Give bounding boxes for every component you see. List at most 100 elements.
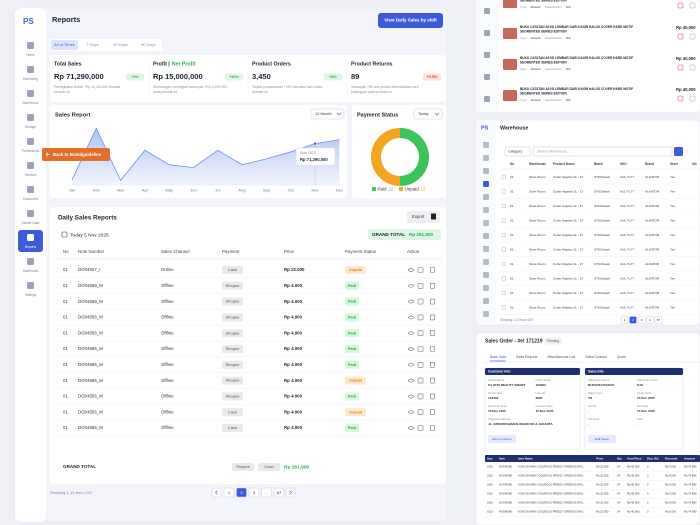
tab[interactable]: All of Times [54, 42, 75, 47]
delete-icon[interactable] [430, 346, 435, 352]
month-dropdown[interactable] [310, 108, 345, 120]
page-button[interactable] [654, 316, 663, 324]
nav-item[interactable]: Dashboard [23, 269, 39, 273]
delete-icon[interactable] [430, 314, 435, 321]
nav-item[interactable]: Home [26, 53, 35, 57]
filter-label[interactable]: Category [508, 150, 522, 154]
edit-button[interactable] [588, 435, 616, 443]
edit-icon[interactable] [417, 361, 424, 368]
tab[interactable]: 30 Days [113, 42, 128, 47]
row-checkbox[interactable] [501, 276, 506, 281]
view-icon[interactable] [407, 378, 415, 383]
back-button[interactable] [42, 148, 110, 161]
tab[interactable]: Basic Data [490, 355, 506, 359]
page-label[interactable]: 67 [657, 318, 661, 322]
edit-button-label[interactable]: Edit Customer [492, 437, 512, 441]
export-label[interactable]: Export [412, 214, 425, 219]
page-label[interactable]: 2 [240, 490, 243, 495]
remove-button[interactable] [677, 95, 684, 102]
page-label[interactable]: 2 [632, 318, 634, 322]
view-icon[interactable] [407, 315, 415, 320]
shift-button-label[interactable]: View Daily Sales by shift [384, 18, 437, 23]
tab[interactable]: 90 Days [141, 42, 156, 47]
nav-item[interactable]: Storage [25, 125, 36, 129]
delete-icon[interactable] [430, 330, 435, 336]
edit-icon[interactable] [417, 330, 424, 337]
prev-button[interactable] [211, 487, 222, 498]
edit-icon[interactable] [417, 409, 424, 416]
page-label[interactable]: 67 [277, 490, 282, 495]
shift-button[interactable] [378, 13, 443, 28]
add-button[interactable] [689, 33, 696, 40]
tab[interactable]: 7 Days [86, 42, 98, 47]
delete-icon[interactable] [430, 425, 435, 431]
tab[interactable]: Sales Contract [585, 355, 607, 359]
page-label[interactable]: ... [265, 490, 268, 495]
page-button[interactable] [223, 487, 235, 498]
page-button[interactable] [646, 316, 654, 324]
nav-item[interactable]: Vendors [25, 173, 37, 177]
view-icon[interactable] [407, 426, 415, 430]
page-button[interactable] [236, 487, 247, 498]
delete-icon[interactable] [430, 267, 435, 273]
back-button-label[interactable]: Back to Brandguideline [53, 152, 102, 157]
nav-item[interactable]: Settings [25, 293, 37, 297]
next-button[interactable] [285, 487, 296, 498]
page-button[interactable] [248, 487, 260, 498]
add-button[interactable] [689, 2, 696, 9]
delete-icon[interactable] [430, 362, 435, 368]
nav-item[interactable]: Master Data [22, 221, 40, 225]
add-button[interactable] [689, 95, 696, 102]
page-label[interactable]: 3 [253, 490, 256, 495]
page-label[interactable]: 3 [641, 318, 643, 322]
search-box[interactable] [532, 146, 673, 157]
page-button[interactable] [261, 487, 272, 498]
view-icon[interactable] [407, 331, 415, 335]
edit-icon[interactable] [417, 298, 424, 305]
edit-icon[interactable] [417, 393, 424, 400]
edit-button-label[interactable]: Edit Sales [595, 437, 609, 441]
nav-item[interactable]: Monitoring [23, 77, 38, 81]
row-checkbox[interactable] [501, 203, 506, 208]
row-checkbox[interactable] [501, 174, 506, 179]
delete-icon[interactable] [430, 283, 435, 289]
view-icon[interactable] [407, 394, 415, 399]
page-button[interactable] [620, 316, 629, 324]
edit-icon[interactable] [417, 282, 424, 289]
view-icon[interactable] [407, 284, 415, 288]
search-button[interactable] [674, 147, 683, 156]
edit-icon[interactable] [417, 377, 424, 384]
dropdown-label[interactable]: 12 Month [315, 111, 332, 116]
page-button[interactable] [273, 487, 285, 498]
view-icon[interactable] [407, 347, 415, 351]
tab[interactable]: Sales Request [516, 355, 538, 359]
row-checkbox[interactable] [501, 247, 506, 252]
nav-item[interactable]: Reports [25, 245, 37, 249]
page-button[interactable] [629, 316, 637, 324]
page-label[interactable]: 1 [228, 490, 231, 495]
remove-button[interactable] [677, 64, 684, 71]
view-icon[interactable] [407, 299, 415, 304]
edit-icon[interactable] [417, 267, 424, 273]
page-label[interactable]: 1 [624, 318, 626, 322]
edit-icon[interactable] [417, 314, 424, 321]
add-button[interactable] [689, 64, 696, 71]
delete-icon[interactable] [430, 377, 435, 384]
row-checkbox[interactable] [501, 262, 506, 267]
remove-button[interactable] [677, 2, 684, 9]
row-checkbox[interactable] [501, 291, 506, 296]
delete-icon[interactable] [430, 409, 435, 415]
row-checkbox[interactable] [501, 189, 506, 194]
category-filter[interactable] [504, 146, 531, 157]
view-icon[interactable] [407, 410, 415, 414]
edit-icon[interactable] [417, 425, 424, 431]
tab[interactable]: Miscellaneous Link [547, 355, 575, 359]
nav-item[interactable]: Permissions [22, 149, 40, 153]
row-checkbox[interactable] [501, 305, 506, 310]
nav-item[interactable]: Customers [23, 197, 39, 201]
dropdown-label[interactable]: Today [418, 111, 429, 116]
row-checkbox[interactable] [501, 218, 506, 223]
delete-icon[interactable] [430, 393, 435, 400]
page-label[interactable]: 4 [649, 318, 651, 322]
nav-item[interactable]: Warehouse [22, 101, 38, 105]
